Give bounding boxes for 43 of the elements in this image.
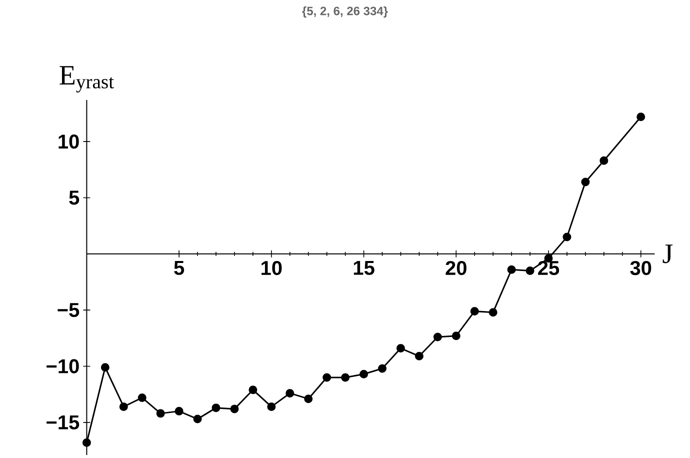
y-tick-label: −15 xyxy=(46,415,80,430)
point xyxy=(507,265,516,274)
point xyxy=(470,306,479,316)
y-axis-title: E$_{yrast}$ xyxy=(60,66,114,92)
point xyxy=(636,112,646,122)
point xyxy=(138,393,146,402)
point xyxy=(378,364,386,373)
point xyxy=(286,388,294,398)
x-tick-label: 20 xyxy=(446,260,466,276)
point xyxy=(230,404,239,414)
point xyxy=(267,402,276,411)
point xyxy=(82,438,91,447)
x-tick-label: 15 xyxy=(354,260,374,275)
point xyxy=(581,178,590,186)
point xyxy=(488,308,498,317)
y-tick-label: 10 xyxy=(58,134,79,149)
point xyxy=(100,363,110,372)
point xyxy=(119,402,128,411)
point xyxy=(433,332,442,342)
y-tick-label: 5 xyxy=(69,190,80,205)
point xyxy=(396,344,405,353)
x-tick-label: 10 xyxy=(262,260,282,276)
point xyxy=(174,406,184,416)
point xyxy=(341,373,350,382)
point xyxy=(322,373,332,382)
point xyxy=(304,394,313,404)
point xyxy=(212,404,220,412)
point xyxy=(248,386,258,394)
x-tick-label: 25 xyxy=(538,260,560,276)
point xyxy=(156,409,165,418)
point xyxy=(526,266,534,276)
x-tick-label: 5 xyxy=(174,260,184,275)
point xyxy=(562,232,572,242)
point xyxy=(193,414,202,424)
chart-title: {5, 2, 6, 26 334} xyxy=(302,6,388,18)
x-axis-title: J xyxy=(662,244,673,264)
point xyxy=(452,332,460,340)
y-tick-label: −5 xyxy=(58,303,80,318)
y-tick-label: −10 xyxy=(46,359,79,374)
x-tick-label: 30 xyxy=(630,260,652,276)
point xyxy=(600,156,608,165)
point xyxy=(360,370,368,378)
point xyxy=(414,352,424,360)
